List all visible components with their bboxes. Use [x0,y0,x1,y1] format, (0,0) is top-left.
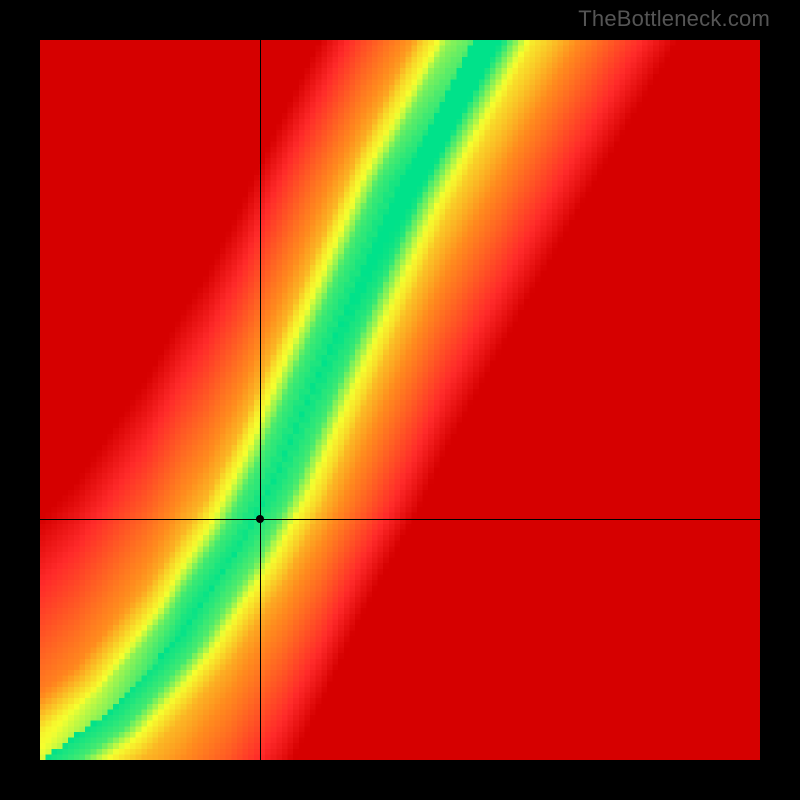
plot-area [40,40,760,760]
selected-point [256,515,264,523]
figure-root: TheBottleneck.com [0,0,800,800]
crosshair-horizontal [40,519,760,520]
crosshair-vertical [260,40,261,760]
bottleneck-heatmap [40,40,760,760]
watermark-text: TheBottleneck.com [578,6,770,32]
